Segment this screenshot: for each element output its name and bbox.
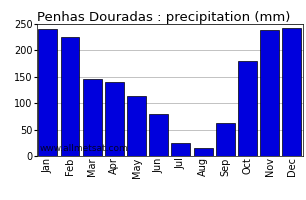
Bar bbox=[171, 143, 190, 156]
Text: www.allmetsat.com: www.allmetsat.com bbox=[39, 144, 128, 153]
Bar bbox=[105, 82, 124, 156]
Bar bbox=[38, 29, 57, 156]
Bar bbox=[194, 148, 213, 156]
Bar bbox=[216, 123, 235, 156]
Bar bbox=[282, 28, 301, 156]
Bar bbox=[127, 96, 146, 156]
Bar bbox=[238, 61, 257, 156]
Bar bbox=[149, 114, 168, 156]
Bar bbox=[83, 79, 102, 156]
Text: Penhas Douradas : precipitation (mm): Penhas Douradas : precipitation (mm) bbox=[37, 11, 290, 24]
Bar bbox=[61, 37, 80, 156]
Bar bbox=[260, 30, 279, 156]
